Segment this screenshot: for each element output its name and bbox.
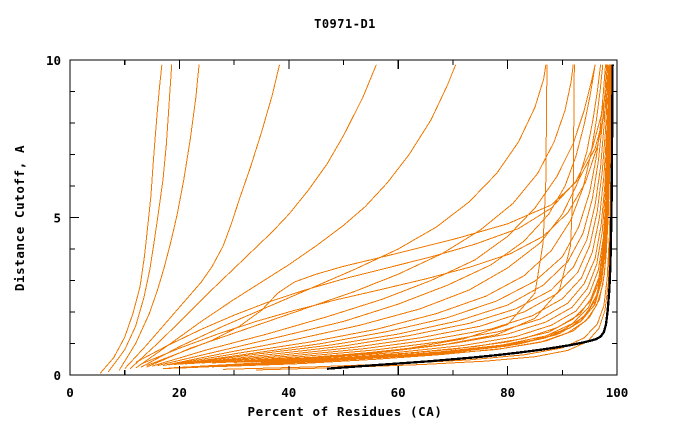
- prediction-curve: [140, 64, 547, 368]
- prediction-curve: [135, 64, 611, 363]
- y-tick-label: 10: [46, 53, 61, 68]
- prediction-curve: [162, 64, 602, 367]
- prediction-curve: [179, 64, 612, 369]
- prediction-curve: [212, 64, 613, 368]
- y-tick-label: 5: [53, 211, 61, 226]
- prediction-curve: [118, 64, 200, 371]
- prediction-curve: [129, 64, 377, 370]
- prediction-curve: [135, 64, 457, 369]
- prediction-curve: [162, 64, 611, 370]
- prediction-curve: [266, 64, 613, 362]
- prediction-curve: [146, 64, 574, 368]
- x-tick-label: 60: [391, 385, 406, 400]
- prediction-curve: [201, 64, 610, 364]
- prediction-curve: [107, 64, 173, 373]
- x-tick-label: 20: [172, 385, 187, 400]
- prediction-curve: [99, 64, 163, 374]
- prediction-curve: [151, 64, 596, 367]
- tick-labels-group: 0 20 40 60 80 100 0 5 10: [46, 53, 628, 400]
- prediction-curve: [124, 64, 280, 370]
- curve-series-group: [99, 64, 614, 374]
- y-tick-label: 0: [53, 368, 61, 383]
- x-tick-label: 80: [500, 385, 515, 400]
- prediction-curve: [157, 64, 596, 367]
- prediction-curve: [190, 64, 610, 365]
- x-axis-label: Percent of Residues (CA): [247, 404, 442, 419]
- x-tick-label: 0: [66, 385, 74, 400]
- reference-curve: [327, 64, 614, 370]
- prediction-curve: [212, 64, 611, 364]
- prediction-curve: [140, 64, 612, 365]
- prediction-curve: [168, 64, 604, 366]
- prediction-curve: [179, 64, 608, 365]
- x-tick-label: 100: [606, 385, 629, 400]
- prediction-curve: [288, 64, 575, 360]
- prediction-curve: [261, 64, 548, 362]
- chart-title: T0971-D1: [314, 17, 376, 31]
- y-axis-label: Distance Cutoff, A: [12, 145, 27, 291]
- tick-marks-group: [69, 59, 618, 376]
- x-tick-label: 40: [281, 385, 296, 400]
- prediction-curve: [146, 64, 611, 367]
